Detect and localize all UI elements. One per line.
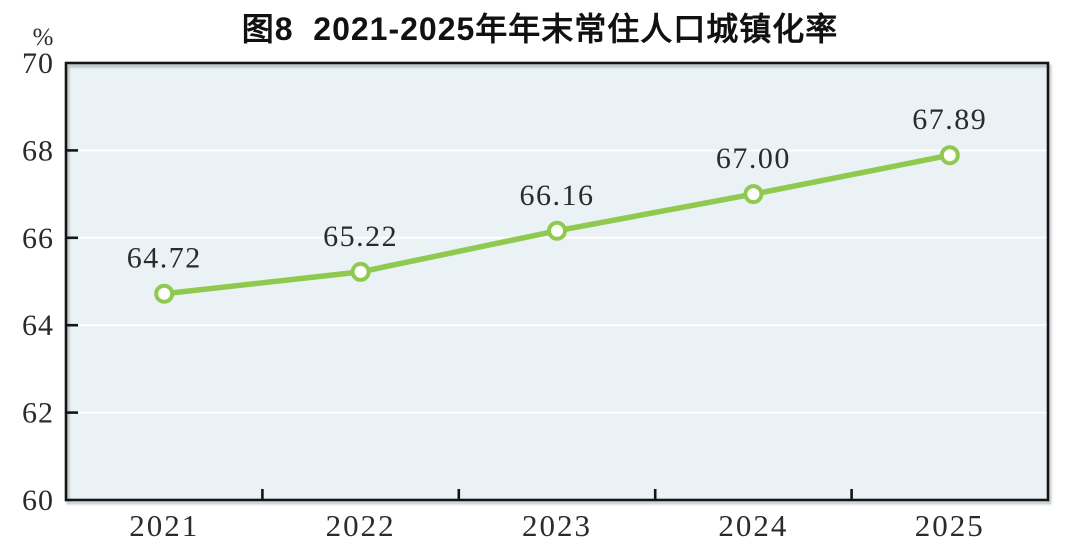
chart-title: 图8 2021-2025年年末常住人口城镇化率: [241, 11, 839, 47]
y-axis-label: 62: [22, 397, 54, 430]
y-axis-label: 64: [22, 309, 54, 342]
data-point-marker: [350, 261, 371, 282]
data-point-label: 67.00: [716, 142, 791, 175]
data-point-marker: [743, 184, 764, 205]
plot-frame: [64, 61, 1050, 502]
y-axis-label: 70: [22, 47, 54, 80]
y-axis-unit-label: %: [32, 24, 54, 51]
x-axis-label: 2023: [522, 508, 592, 543]
data-point-label: 67.89: [912, 103, 987, 136]
x-axis-label: 2022: [326, 508, 396, 543]
x-axis-label: 2021: [129, 508, 199, 543]
y-axis-label: 60: [22, 484, 54, 517]
y-axis-label: 66: [22, 222, 54, 255]
x-axis-label: 2025: [915, 508, 985, 543]
data-point-label: 64.72: [127, 242, 202, 275]
y-axis-label: 68: [22, 134, 54, 167]
data-point-marker: [939, 145, 960, 166]
data-point-marker: [154, 283, 175, 304]
plot-background: [66, 63, 1048, 500]
data-point-marker: [547, 220, 567, 241]
x-axis-label: 2024: [718, 508, 788, 543]
data-point-label: 66.16: [520, 179, 595, 212]
data-point-label: 65.22: [323, 220, 398, 253]
